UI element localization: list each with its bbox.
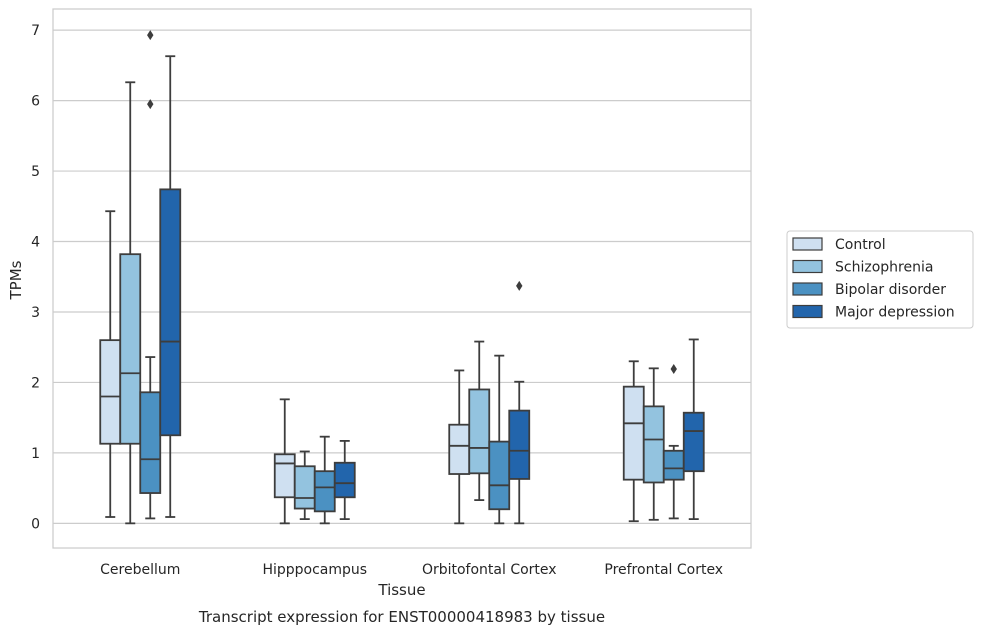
y-tick-label: 4	[31, 235, 40, 251]
legend-item: Schizophrenia	[792, 259, 933, 276]
legend-swatch	[792, 237, 823, 251]
box-groups	[99, 30, 705, 525]
series-group	[139, 30, 685, 525]
box	[119, 81, 142, 525]
legend-item: Bipolar disorder	[792, 282, 946, 298]
legend-label: Bipolar disorder	[835, 282, 946, 298]
box-body	[313, 470, 336, 513]
x-tick-label: Cerebellum	[100, 562, 180, 578]
box-body	[99, 339, 122, 445]
y-tick-label: 5	[31, 164, 40, 180]
y-tick-label: 6	[31, 94, 40, 110]
y-tick-label: 7	[31, 23, 40, 39]
x-tick-labels: Cerebellum Hipppocampus Orbitofontal Corte…	[100, 562, 723, 578]
legend-swatch	[792, 304, 823, 319]
box-body	[488, 440, 511, 511]
y-axis-label: TPMs	[7, 260, 25, 300]
legend-swatch	[792, 282, 823, 296]
box-body	[662, 449, 685, 481]
box-body	[119, 253, 142, 445]
x-axis-label: Tissue	[377, 581, 425, 599]
box-body	[273, 453, 296, 499]
legend-item: Control	[792, 237, 886, 253]
outlier-point	[147, 30, 154, 41]
box-body	[333, 461, 356, 499]
box-body	[642, 405, 665, 484]
box-body	[468, 388, 491, 475]
legend: Control Schizophrenia Bipolar disorder Majo…	[786, 230, 974, 329]
box	[448, 369, 471, 525]
box-body	[448, 423, 471, 475]
box	[159, 55, 182, 518]
legend-frame	[786, 230, 974, 329]
legend-label: Major depression	[835, 305, 955, 321]
box-body	[139, 391, 162, 494]
box-body	[159, 188, 182, 437]
plot-frame	[52, 8, 752, 549]
box-body	[682, 411, 705, 473]
y-tick-labels: 0 1 2 3 4 5 6 7	[31, 23, 40, 532]
box	[682, 338, 705, 521]
box	[662, 364, 685, 520]
box	[468, 340, 491, 501]
legend-item: Major depression	[792, 304, 955, 321]
series-group	[119, 81, 665, 525]
outlier-point	[516, 280, 523, 291]
box-body	[293, 465, 316, 510]
box	[273, 398, 296, 525]
box-body	[622, 385, 645, 481]
box	[139, 30, 162, 520]
series-group	[159, 55, 705, 525]
x-tick-label: Prefrontal Cortex	[604, 562, 723, 578]
legend-swatch	[792, 259, 823, 274]
box	[642, 367, 665, 521]
x-tick-label: Hipppocampus	[262, 562, 367, 578]
y-tick-label: 0	[31, 516, 40, 532]
series-group	[99, 210, 645, 525]
box	[333, 440, 356, 521]
y-tick-label: 3	[31, 305, 40, 321]
box	[99, 210, 122, 518]
x-tick-label: Orbitofontal Cortex	[422, 562, 557, 578]
legend-label: Schizophrenia	[835, 260, 933, 276]
y-tick-label: 1	[31, 446, 40, 462]
outlier-point	[147, 99, 154, 110]
outlier-point	[670, 364, 677, 375]
legend-label: Control	[835, 237, 886, 253]
box-body	[508, 409, 531, 480]
chart-caption: Transcript expression for ENST0000041898…	[198, 608, 605, 626]
y-tick-label: 2	[31, 375, 40, 391]
box	[508, 280, 531, 525]
